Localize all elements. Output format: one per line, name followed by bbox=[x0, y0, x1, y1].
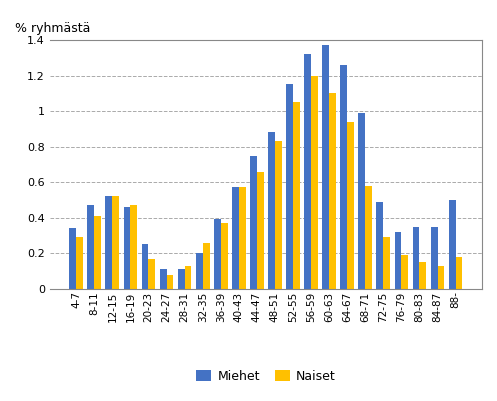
Bar bbox=[395, 232, 402, 289]
Bar bbox=[142, 244, 149, 289]
Bar bbox=[268, 132, 275, 289]
Bar bbox=[402, 255, 408, 289]
Bar bbox=[178, 269, 184, 289]
Bar bbox=[449, 200, 456, 289]
Bar bbox=[149, 259, 156, 289]
Bar bbox=[76, 237, 83, 289]
Bar bbox=[239, 188, 246, 289]
Bar bbox=[322, 45, 329, 289]
Bar bbox=[203, 243, 210, 289]
Bar bbox=[286, 85, 293, 289]
Bar bbox=[87, 205, 94, 289]
Bar bbox=[214, 219, 221, 289]
Bar bbox=[347, 122, 354, 289]
Bar bbox=[124, 207, 130, 289]
Bar bbox=[70, 228, 76, 289]
Bar bbox=[196, 253, 203, 289]
Bar bbox=[166, 275, 173, 289]
Bar bbox=[358, 113, 365, 289]
Bar bbox=[413, 227, 419, 289]
Bar bbox=[430, 227, 437, 289]
Legend: Miehet, Naiset: Miehet, Naiset bbox=[191, 365, 341, 388]
Bar bbox=[130, 205, 137, 289]
Bar bbox=[105, 196, 112, 289]
Bar bbox=[376, 202, 383, 289]
Bar bbox=[232, 188, 239, 289]
Bar bbox=[160, 269, 166, 289]
Text: % ryhmästä: % ryhmästä bbox=[15, 22, 90, 35]
Bar bbox=[365, 186, 372, 289]
Bar bbox=[112, 196, 119, 289]
Bar bbox=[383, 237, 390, 289]
Bar bbox=[437, 265, 444, 289]
Bar bbox=[329, 93, 336, 289]
Bar bbox=[275, 141, 282, 289]
Bar bbox=[184, 265, 191, 289]
Bar bbox=[311, 76, 318, 289]
Bar bbox=[94, 216, 101, 289]
Bar bbox=[419, 262, 426, 289]
Bar bbox=[257, 172, 264, 289]
Bar bbox=[250, 156, 257, 289]
Bar bbox=[304, 54, 311, 289]
Bar bbox=[293, 102, 300, 289]
Bar bbox=[456, 257, 462, 289]
Bar bbox=[340, 65, 347, 289]
Bar bbox=[221, 223, 228, 289]
